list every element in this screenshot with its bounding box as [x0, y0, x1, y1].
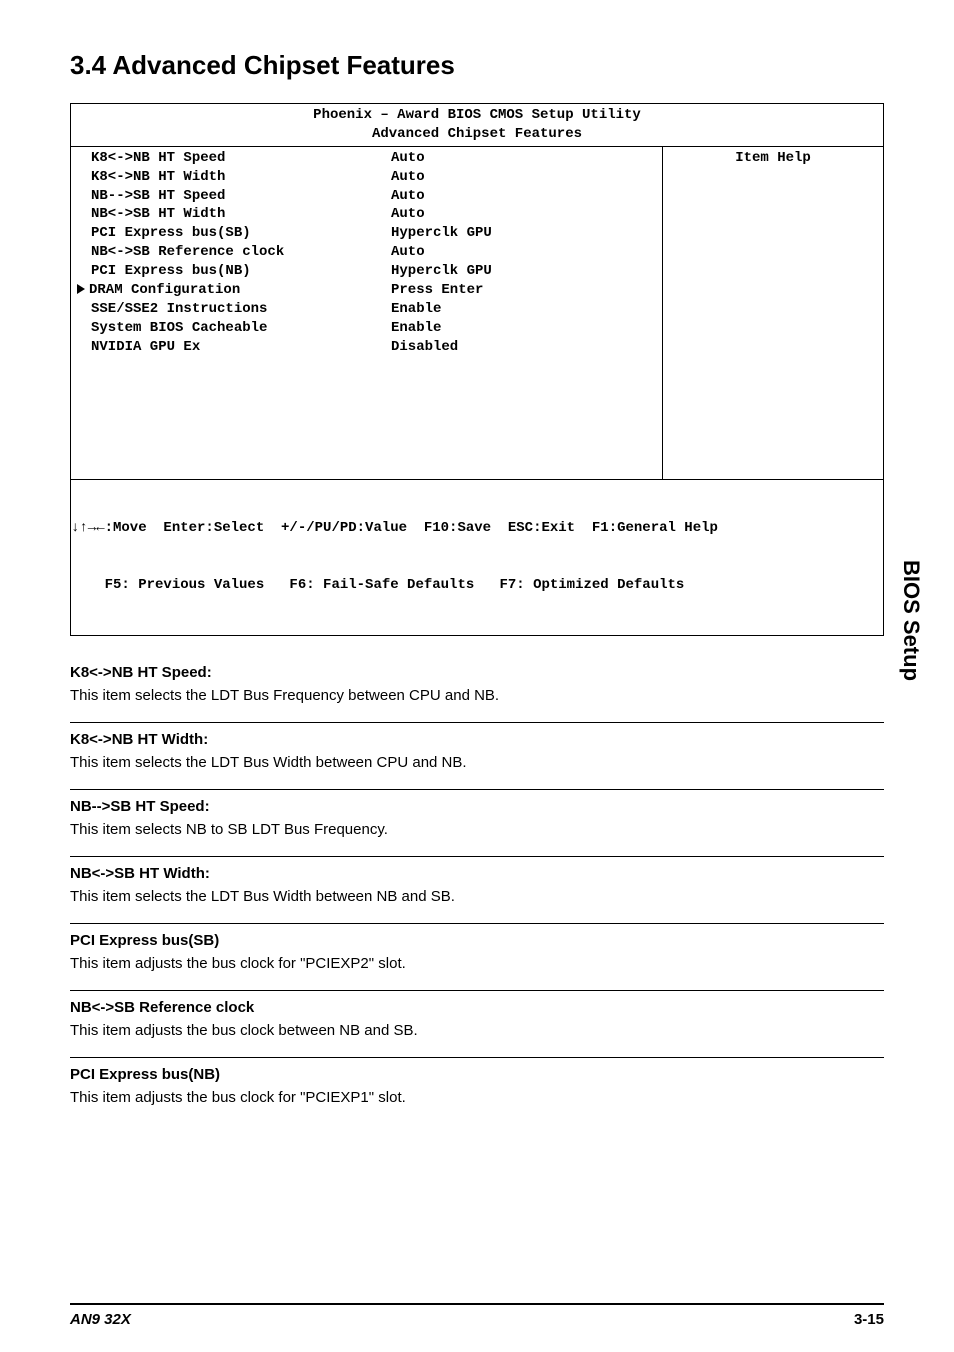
bios-value: Auto: [391, 149, 652, 168]
sub-title: K8<->NB HT Width:: [70, 731, 884, 748]
bios-value: Auto: [391, 243, 652, 262]
bios-title-line2: Advanced Chipset Features: [71, 125, 883, 144]
bios-row: SSE/SSE2 Instructions Enable: [91, 300, 652, 319]
bios-value: Press Enter: [391, 281, 652, 300]
sub-title: NB<->SB HT Width:: [70, 865, 884, 882]
bios-row: System BIOS Cacheable Enable: [91, 319, 652, 338]
bios-footer: ↓↑→←:Move Enter:Select +/-/PU/PD:Value F…: [71, 480, 883, 635]
sub-section: PCI Express bus(NB) This item adjusts th…: [70, 1057, 884, 1106]
bios-value: Hyperclk GPU: [391, 262, 652, 281]
bios-right-panel: Item Help: [662, 147, 883, 479]
bios-row: PCI Express bus(SB) Hyperclk GPU: [91, 224, 652, 243]
section-title: 3.4 Advanced Chipset Features: [70, 50, 884, 81]
bios-label: PCI Express bus(SB): [91, 224, 391, 243]
page-footer: AN9 32X 3-15: [70, 1303, 884, 1328]
bios-footer-line1: ↓↑→←:Move Enter:Select +/-/PU/PD:Value F…: [71, 519, 883, 538]
sub-title: NB-->SB HT Speed:: [70, 798, 884, 815]
bios-row: K8<->NB HT Speed Auto: [91, 149, 652, 168]
footer-left: AN9 32X: [70, 1311, 131, 1328]
bios-value: Auto: [391, 168, 652, 187]
bios-help-title: Item Help: [673, 149, 873, 168]
bios-value: Disabled: [391, 338, 652, 357]
bios-label: K8<->NB HT Speed: [91, 149, 391, 168]
bios-label: NB<->SB HT Width: [91, 205, 391, 224]
sub-title: PCI Express bus(SB): [70, 932, 884, 949]
bios-label-text: DRAM Configuration: [89, 282, 240, 298]
sub-section: K8<->NB HT Width: This item selects the …: [70, 722, 884, 771]
sub-section: NB<->SB HT Width: This item selects the …: [70, 856, 884, 905]
bios-spacer: [91, 357, 652, 477]
bios-body: K8<->NB HT Speed Auto K8<->NB HT Width A…: [71, 147, 883, 480]
sub-text: This item adjusts the bus clock for "PCI…: [70, 955, 884, 972]
bios-row: PCI Express bus(NB) Hyperclk GPU: [91, 262, 652, 281]
sub-title: NB<->SB Reference clock: [70, 999, 884, 1016]
bios-value: Hyperclk GPU: [391, 224, 652, 243]
bios-label: NB-->SB HT Speed: [91, 187, 391, 206]
sub-text: This item selects the LDT Bus Width betw…: [70, 888, 884, 905]
sub-section: K8<->NB HT Speed: This item selects the …: [70, 664, 884, 704]
bios-row: NVIDIA GPU Ex Disabled: [91, 338, 652, 357]
sub-text: This item selects the LDT Bus Frequency …: [70, 687, 884, 704]
bios-label: NVIDIA GPU Ex: [91, 338, 391, 357]
bios-row: NB<->SB Reference clock Auto: [91, 243, 652, 262]
bios-row: NB-->SB HT Speed Auto: [91, 187, 652, 206]
bios-label: System BIOS Cacheable: [91, 319, 391, 338]
triangle-right-icon: [77, 284, 85, 294]
bios-row: DRAM Configuration Press Enter: [91, 281, 652, 300]
bios-label: K8<->NB HT Width: [91, 168, 391, 187]
sub-text: This item adjusts the bus clock for "PCI…: [70, 1089, 884, 1106]
sub-section: NB-->SB HT Speed: This item selects NB t…: [70, 789, 884, 838]
bios-label: DRAM Configuration: [91, 281, 391, 300]
footer-right: 3-15: [854, 1311, 884, 1328]
bios-value: Enable: [391, 319, 652, 338]
bios-label: PCI Express bus(NB): [91, 262, 391, 281]
bios-title-line1: Phoenix – Award BIOS CMOS Setup Utility: [71, 106, 883, 125]
sub-title: K8<->NB HT Speed:: [70, 664, 884, 681]
bios-table: Phoenix – Award BIOS CMOS Setup Utility …: [70, 103, 884, 636]
bios-row: NB<->SB HT Width Auto: [91, 205, 652, 224]
side-tab: BIOS Setup: [898, 560, 924, 681]
bios-header: Phoenix – Award BIOS CMOS Setup Utility …: [71, 104, 883, 147]
bios-value: Auto: [391, 187, 652, 206]
bios-value: Auto: [391, 205, 652, 224]
bios-row: K8<->NB HT Width Auto: [91, 168, 652, 187]
bios-footer-line2: F5: Previous Values F6: Fail-Safe Defaul…: [71, 576, 883, 595]
sub-text: This item selects the LDT Bus Width betw…: [70, 754, 884, 771]
bios-label: SSE/SSE2 Instructions: [91, 300, 391, 319]
sub-text: This item adjusts the bus clock between …: [70, 1022, 884, 1039]
bios-left-panel: K8<->NB HT Speed Auto K8<->NB HT Width A…: [71, 147, 662, 479]
bios-value: Enable: [391, 300, 652, 319]
sub-text: This item selects NB to SB LDT Bus Frequ…: [70, 821, 884, 838]
sub-section: PCI Express bus(SB) This item adjusts th…: [70, 923, 884, 972]
bios-label: NB<->SB Reference clock: [91, 243, 391, 262]
sub-section: NB<->SB Reference clock This item adjust…: [70, 990, 884, 1039]
sub-title: PCI Express bus(NB): [70, 1066, 884, 1083]
